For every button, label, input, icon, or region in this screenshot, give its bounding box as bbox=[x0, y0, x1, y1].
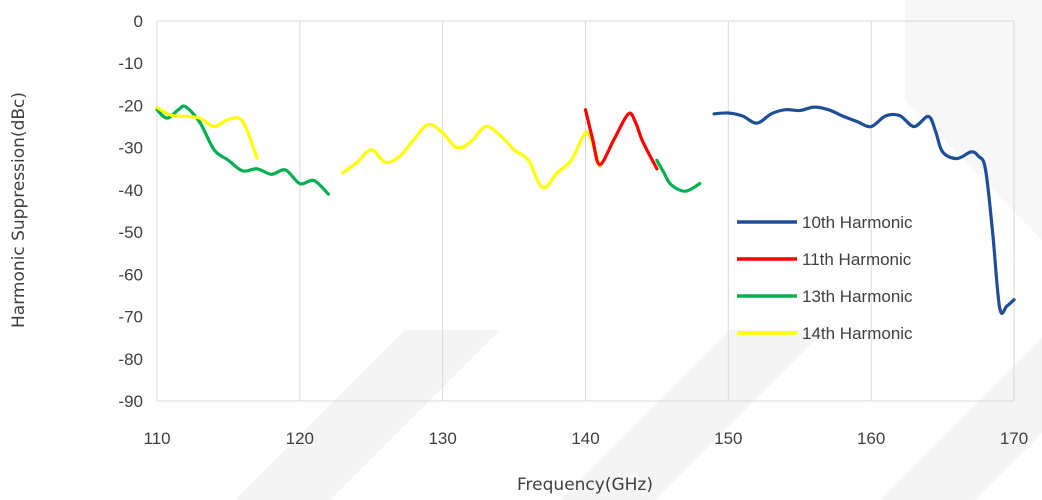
legend-label-14th-harmonic: 14th Harmonic bbox=[802, 324, 913, 343]
series-line-14th-harmonic bbox=[155, 106, 259, 160]
series-line-14th-harmonic bbox=[341, 122, 602, 190]
watermark-band bbox=[560, 330, 825, 500]
series-line-13th-harmonic bbox=[155, 104, 330, 196]
y-tick-label: -50 bbox=[118, 223, 143, 242]
legend: 10th Harmonic 11th Harmonic 13th Harmonic 1… bbox=[737, 213, 913, 343]
y-tick-label: -20 bbox=[118, 96, 143, 115]
x-tick-label: 160 bbox=[857, 429, 885, 448]
background-watermark bbox=[235, 0, 1042, 500]
legend-label-11th-harmonic: 11th Harmonic bbox=[802, 250, 912, 269]
series-line-10th-harmonic bbox=[712, 105, 1016, 315]
x-tick-labels: 110 120 130 140 150 160 170 bbox=[143, 429, 1028, 448]
y-tick-label: -40 bbox=[118, 181, 143, 200]
y-axis-title: Harmonic Suppression(dBc) bbox=[9, 92, 29, 328]
legend-label-10th-harmonic: 10th Harmonic bbox=[802, 213, 913, 232]
y-tick-label: -90 bbox=[118, 392, 143, 411]
watermark-band bbox=[880, 338, 1042, 500]
y-tick-label: -10 bbox=[118, 54, 143, 73]
watermark-band bbox=[235, 330, 500, 500]
x-tick-label: 150 bbox=[714, 429, 742, 448]
y-tick-label: -80 bbox=[118, 350, 143, 369]
x-tick-label: 140 bbox=[571, 429, 599, 448]
x-tick-label: 170 bbox=[1000, 429, 1028, 448]
y-tick-label: -60 bbox=[118, 265, 143, 284]
series-line-11th-harmonic bbox=[583, 108, 659, 171]
series-lines bbox=[155, 104, 1016, 315]
x-tick-label: 120 bbox=[286, 429, 314, 448]
x-tick-label: 130 bbox=[428, 429, 456, 448]
y-tick-label: -70 bbox=[118, 308, 143, 327]
watermark-band bbox=[905, 0, 1042, 240]
y-tick-label: -30 bbox=[118, 139, 143, 158]
y-tick-label: 0 bbox=[134, 12, 143, 31]
x-tick-label: 110 bbox=[143, 429, 170, 448]
y-tick-labels: 0 -10 -20 -30 -40 -50 -60 -70 -80 -90 bbox=[118, 12, 143, 411]
grid-lines bbox=[156, 20, 1015, 402]
series-line-13th-harmonic bbox=[655, 158, 702, 193]
legend-label-13th-harmonic: 13th Harmonic bbox=[802, 287, 913, 306]
x-axis-title: Frequency(GHz) bbox=[517, 475, 653, 495]
